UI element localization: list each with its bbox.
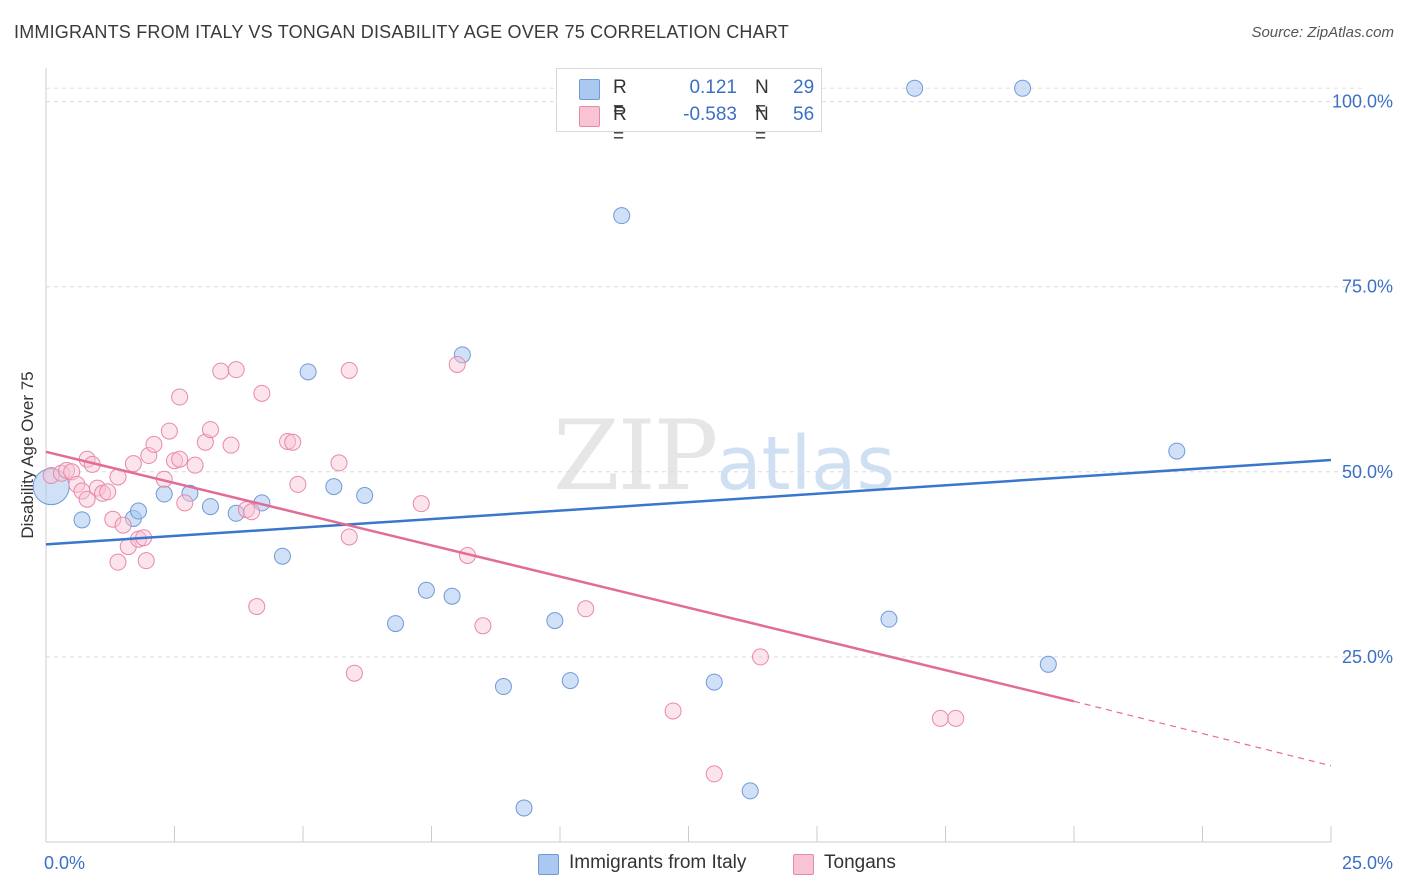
data-point-tongans <box>751 648 769 666</box>
data-point-italy <box>325 478 343 496</box>
data-point-italy <box>299 363 317 381</box>
data-point-italy <box>453 346 471 364</box>
data-point-tongans <box>78 490 96 508</box>
data-point-tongans <box>340 361 358 379</box>
data-point-tongans <box>664 702 682 720</box>
data-point-tongans <box>931 709 949 727</box>
data-point-tongans <box>145 435 163 453</box>
data-point-tongans <box>279 432 297 450</box>
legend-r-value: 0.121 <box>689 77 737 98</box>
data-point-tongans <box>212 362 230 380</box>
data-point-tongans <box>222 436 240 454</box>
legend-n-value: 56 <box>793 104 815 125</box>
data-point-tongans <box>345 664 363 682</box>
data-point-italy <box>546 612 564 630</box>
data-point-italy <box>201 498 219 516</box>
data-point-tongans <box>448 355 466 373</box>
data-point-tongans <box>705 765 723 783</box>
trend-extension-tongans <box>1073 700 1332 767</box>
trend-line-italy <box>45 458 1332 546</box>
data-point-tongans <box>171 450 189 468</box>
data-point-italy <box>155 485 173 503</box>
y-tick-label: 75.0% <box>1342 277 1393 297</box>
data-point-tongans <box>412 495 430 513</box>
bottom-legend-swatch-italy <box>538 854 559 875</box>
data-point-tongans <box>340 528 358 546</box>
data-point-italy <box>906 79 924 97</box>
legend-n-label: N = <box>755 104 769 147</box>
data-point-tongans <box>253 384 271 402</box>
trend-line-tongans <box>45 450 1075 703</box>
data-point-italy <box>443 587 461 605</box>
data-point-italy <box>73 511 91 529</box>
data-point-italy <box>741 782 759 800</box>
legend-r-value: -0.583 <box>683 104 737 125</box>
data-point-tongans <box>289 475 307 493</box>
x-tick-label: 25.0% <box>1342 853 1393 873</box>
data-point-tongans <box>227 361 245 379</box>
data-point-italy <box>515 799 533 817</box>
y-tick-label: 25.0% <box>1342 647 1393 667</box>
data-point-italy <box>417 581 435 599</box>
data-point-tongans <box>243 503 261 521</box>
data-point-tongans <box>104 510 122 528</box>
data-point-tongans <box>137 552 155 570</box>
watermark: ZIPatlas <box>553 400 895 512</box>
data-point-tongans <box>171 388 189 406</box>
data-point-italy <box>356 487 374 504</box>
y-tick-label: 100.0% <box>1332 92 1393 112</box>
legend-swatch-tongans <box>579 106 600 127</box>
data-point-italy <box>387 615 405 633</box>
data-point-italy <box>494 678 512 696</box>
correlation-legend: R = 0.121 N = 29 R = -0.583 N = 56 <box>556 68 822 147</box>
data-point-tongans <box>99 483 117 501</box>
data-point-italy <box>561 672 579 690</box>
data-point-italy <box>1168 442 1186 460</box>
data-point-tongans <box>474 617 492 635</box>
data-point-italy <box>613 207 631 225</box>
bottom-legend-label-italy: Immigrants from Italy <box>569 852 747 873</box>
bottom-legend-label-tongans: Tongans <box>824 852 896 873</box>
legend-swatch-italy <box>579 79 600 100</box>
y-tick-label: 50.0% <box>1342 462 1393 482</box>
data-point-tongans <box>42 467 60 485</box>
data-point-tongans <box>196 433 214 451</box>
chart-title: IMMIGRANTS FROM ITALY VS TONGAN DISABILI… <box>14 22 789 42</box>
data-point-tongans <box>176 494 194 512</box>
data-point-tongans <box>140 447 158 465</box>
legend-n-value: 29 <box>793 77 815 98</box>
data-point-italy <box>130 502 148 520</box>
data-point-italy <box>273 547 291 565</box>
legend-r-label: R = <box>613 104 627 147</box>
legend-n-label: N = <box>755 77 769 120</box>
data-point-tongans <box>284 433 302 451</box>
data-point-tongans <box>124 455 142 473</box>
watermark-atlas: atlas <box>716 421 896 507</box>
data-point-italy <box>1039 655 1057 673</box>
data-point-italy <box>705 673 723 691</box>
data-point-tongans <box>201 421 219 439</box>
data-point-tongans <box>248 598 266 616</box>
data-point-italy <box>880 610 898 628</box>
legend-r-label: R = <box>613 77 627 120</box>
data-point-tongans <box>186 456 204 474</box>
data-point-tongans <box>947 709 965 727</box>
data-point-tongans <box>63 463 81 481</box>
data-point-italy <box>1014 79 1032 97</box>
data-point-tongans <box>109 553 127 571</box>
data-point-tongans <box>88 479 106 497</box>
data-point-tongans <box>160 422 178 440</box>
source-credit: Source: ZipAtlas.com <box>1251 24 1394 41</box>
data-point-tongans <box>330 454 348 472</box>
x-tick-label: 0.0% <box>44 853 85 873</box>
watermark-zip: ZIP <box>553 400 718 512</box>
data-point-italy <box>181 484 199 502</box>
data-point-tongans <box>114 516 132 534</box>
bottom-legend-swatch-tongans <box>793 854 814 875</box>
data-point-tongans <box>577 600 595 618</box>
